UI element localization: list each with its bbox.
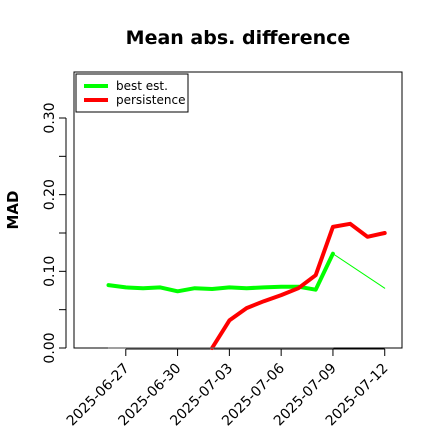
series-line: [332, 253, 386, 289]
legend: best est.persistence: [75, 73, 189, 113]
y-tick-label: 0.10: [42, 256, 58, 287]
legend-label: best est.: [116, 79, 168, 93]
x-axis: 2025-06-272025-06-302025-07-032025-07-06…: [64, 348, 392, 429]
series-layer: [106, 221, 387, 350]
y-axis-label: MAD: [4, 191, 22, 230]
legend-label: persistence: [116, 93, 185, 107]
y-tick-label: 0.30: [42, 102, 58, 133]
series-persistence: [210, 221, 387, 350]
y-tick-label: 0.20: [42, 179, 58, 210]
plot-frame: [73, 71, 403, 349]
series-best-est: [106, 251, 335, 294]
y-tick-label: 0.00: [42, 332, 58, 363]
y-axis: 0.00 0.10 0.20 0.30: [42, 102, 67, 364]
legend-box: [75, 73, 189, 113]
chart-title: Mean abs. difference: [126, 27, 351, 49]
